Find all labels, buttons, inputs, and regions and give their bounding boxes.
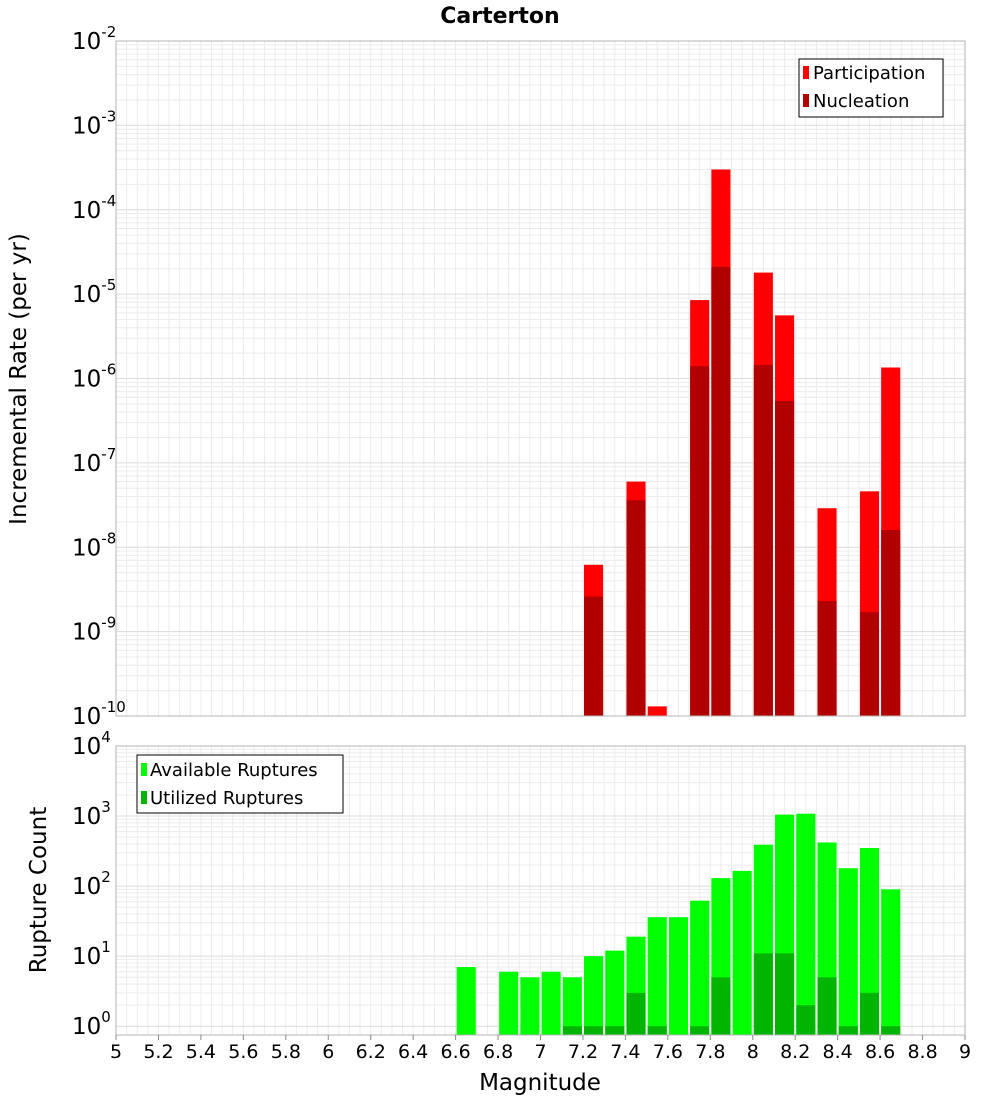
x-tick-label-8.6: 8.6: [865, 1041, 895, 1063]
top-y-tick-label-1e-3: 10-3: [72, 107, 116, 139]
bar-utilized-ruptures-7.55: [647, 1026, 667, 1035]
bottom-y-tick-label-1e2: 102: [72, 868, 111, 900]
bar-available-ruptures-7.55: [647, 917, 667, 1035]
bar-nucleation-8.15: [775, 401, 795, 716]
bar-available-ruptures-8.45: [838, 868, 858, 1035]
x-tick-label-8: 8: [747, 1041, 759, 1063]
top-y-ticks: 10-10 10-9 10-8 10-7 10-6 10-5 10-4 10-3 10-2: [72, 23, 126, 730]
bottom-legend-box: [136, 754, 344, 814]
bar-utilized-ruptures-8.35: [817, 977, 837, 1035]
bar-utilized-ruptures-7.75: [690, 1026, 710, 1035]
bottom-y-tick-label-1e1: 101: [72, 938, 111, 970]
legend-swatch-utilized: [141, 791, 147, 804]
bottom-y-ticks: 100 101 102 103 104: [72, 728, 111, 1040]
legend-swatch-available: [141, 763, 147, 776]
bar-available-ruptures-6.85: [499, 971, 519, 1035]
x-tick-label-6.2: 6.2: [356, 1041, 386, 1063]
bar-available-ruptures-8.55: [859, 848, 880, 1035]
bar-available-ruptures-8.65: [881, 889, 901, 1035]
bar-nucleation-7.85: [711, 266, 731, 716]
bar-utilized-ruptures-7.85: [711, 977, 731, 1035]
bar-utilized-ruptures-7.15: [562, 1026, 582, 1035]
bottom-y-tick-label-1e4: 104: [72, 728, 111, 760]
bar-available-ruptures-7.25: [584, 956, 604, 1035]
x-tick-label-7: 7: [534, 1041, 546, 1063]
legend-label-available: Available Ruptures: [150, 760, 318, 781]
top-gridlines: [115, 40, 966, 717]
x-axis-label: Magnitude: [479, 1070, 601, 1096]
bar-available-ruptures-6.95: [520, 977, 540, 1035]
bar-available-ruptures-6.65: [456, 967, 476, 1035]
bar-available-ruptures-7.05: [541, 971, 561, 1035]
bar-utilized-ruptures-8.65: [881, 1026, 901, 1035]
top-y-tick-label-1e-9: 10-9: [72, 614, 116, 646]
bar-available-ruptures-7.65: [668, 917, 689, 1035]
bottom-legend: Available Ruptures Utilized Ruptures: [136, 754, 344, 814]
x-tick-label-6.6: 6.6: [440, 1041, 470, 1063]
x-tick-label-8.4: 8.4: [823, 1041, 853, 1063]
top-y-axis-label: Incremental Rate (per yr): [6, 233, 32, 525]
bar-nucleation-7.45: [626, 500, 646, 716]
legend-swatch-participation: [803, 66, 809, 79]
bar-utilized-ruptures-8.05: [753, 953, 773, 1035]
top-plot-frame: [115, 40, 966, 717]
x-tick-label-6.4: 6.4: [398, 1041, 428, 1063]
bar-utilized-ruptures-8.15: [775, 953, 795, 1035]
x-tick-label-7.4: 7.4: [610, 1041, 640, 1063]
x-tick-label-7.2: 7.2: [568, 1041, 598, 1063]
bottom-bars: [456, 813, 901, 1035]
bar-utilized-ruptures-7.45: [626, 992, 646, 1035]
top-bars: [584, 169, 901, 716]
legend-label-utilized: Utilized Ruptures: [150, 788, 303, 809]
x-tick-label-8.8: 8.8: [907, 1041, 937, 1063]
legend-label-participation: Participation: [813, 63, 925, 84]
top-y-tick-label-1e-5: 10-5: [72, 276, 116, 308]
bottom-y-tick-label-1e0: 100: [72, 1008, 111, 1040]
x-tick-label-5: 5: [110, 1041, 122, 1063]
top-y-tick-label-1e-8: 10-8: [72, 529, 116, 561]
x-tick-label-6: 6: [322, 1041, 334, 1063]
x-tick-label-7.6: 7.6: [653, 1041, 683, 1063]
bar-utilized-ruptures-8.45: [838, 1026, 858, 1035]
bar-nucleation-8.05: [753, 364, 773, 716]
x-tick-label-6.8: 6.8: [483, 1041, 513, 1063]
bottom-y-tick-label-1e3: 103: [72, 798, 111, 830]
top-y-tick-label-1e-7: 10-7: [72, 445, 116, 477]
bar-available-ruptures-7.75: [690, 900, 710, 1035]
bar-nucleation-7.75: [690, 366, 710, 716]
bottom-x-ticks: 5 5.2 5.4 5.6 5.8 6 6.2 6.4 6.6 6.8 7 7.2 7.4 7.6 7.8 8…: [110, 1035, 971, 1063]
legend-swatch-nucleation: [803, 94, 809, 107]
x-tick-label-5.8: 5.8: [271, 1041, 301, 1063]
x-tick-label-7.8: 7.8: [695, 1041, 725, 1063]
bar-utilized-ruptures-7.35: [605, 1026, 625, 1035]
x-tick-label-9: 9: [959, 1041, 971, 1063]
bar-utilized-ruptures-8.55: [859, 992, 880, 1035]
top-legend: Participation Nucleation: [798, 58, 944, 118]
bar-available-ruptures-7.35: [605, 950, 625, 1035]
bar-available-ruptures-8.25: [796, 813, 816, 1035]
top-y-tick-label-1e-4: 10-4: [72, 192, 116, 224]
bar-nucleation-7.25: [584, 596, 604, 716]
top-y-tick-label-1e-2: 10-2: [72, 23, 116, 55]
top-y-tick-label-1e-6: 10-6: [72, 361, 116, 393]
x-tick-label-8.2: 8.2: [780, 1041, 810, 1063]
bar-participation-7.55: [647, 706, 667, 716]
top-legend-box: [798, 58, 944, 118]
bar-available-ruptures-7.15: [562, 977, 582, 1035]
top-y-tick-label-1e-10: 10-10: [72, 698, 126, 730]
x-tick-label-5.6: 5.6: [228, 1041, 258, 1063]
x-tick-label-5.2: 5.2: [143, 1041, 173, 1063]
bar-nucleation-8.55: [859, 612, 880, 716]
bar-utilized-ruptures-8.25: [796, 1005, 816, 1035]
bottom-y-axis-label: Rupture Count: [26, 807, 52, 973]
bar-nucleation-8.35: [817, 601, 837, 716]
bar-available-ruptures-7.95: [732, 870, 752, 1035]
bar-utilized-ruptures-7.25: [584, 1026, 604, 1035]
chart-title: Carterton: [440, 4, 559, 29]
legend-label-nucleation: Nucleation: [813, 91, 909, 112]
x-tick-label-5.4: 5.4: [186, 1041, 216, 1063]
bar-nucleation-8.65: [881, 530, 901, 716]
